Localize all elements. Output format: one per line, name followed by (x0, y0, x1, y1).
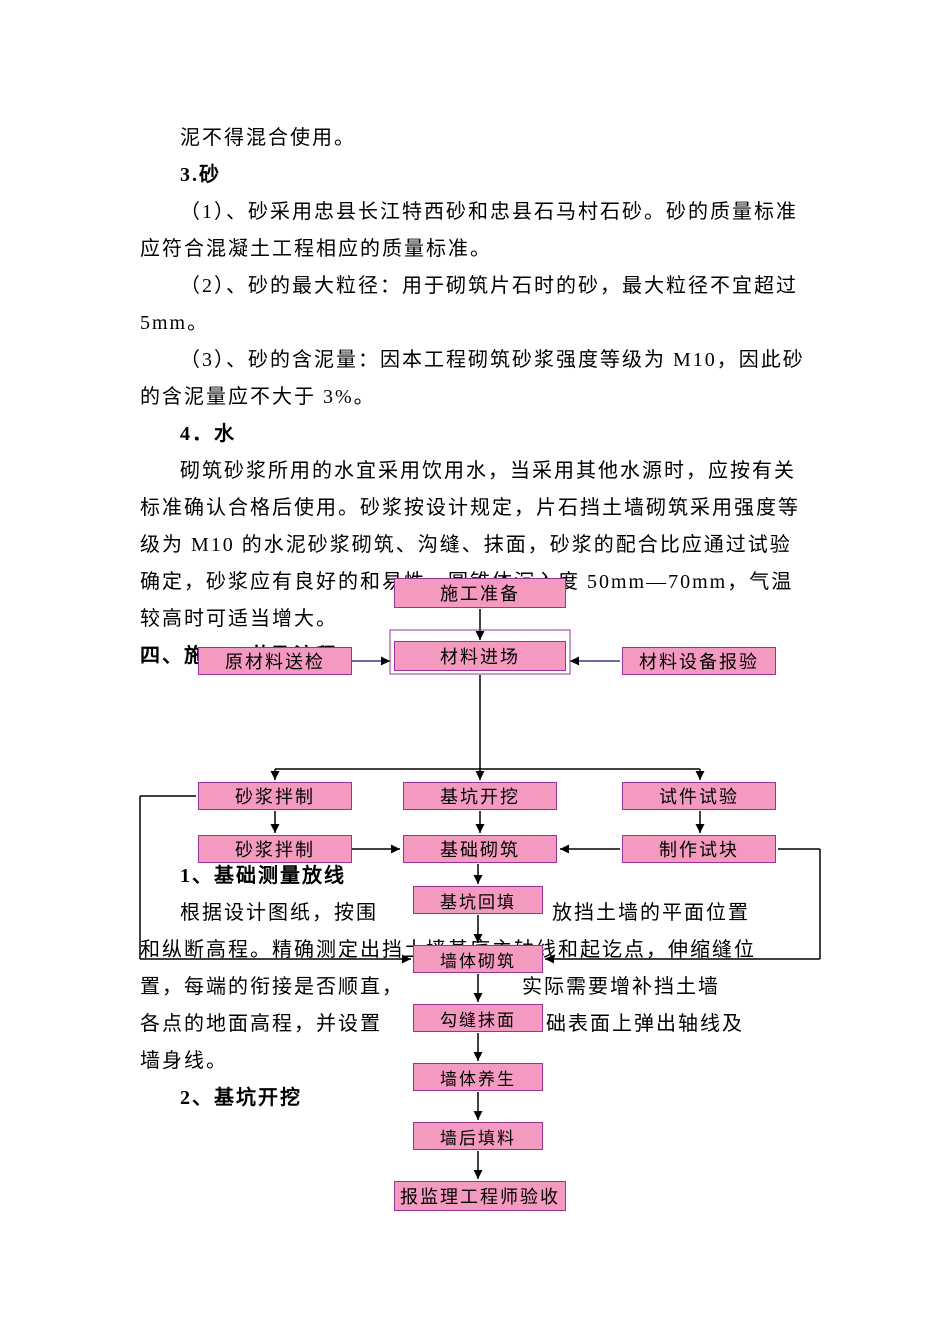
overlay-text-block: 1、基础测量放线 根据设计图纸，按围 放挡土墙的平面位置 和纵断高程。精确测定出… (140, 858, 810, 1117)
text-frag: 各点的地面高程，并设置 (140, 1013, 382, 1035)
text-frag: 置，每端的衔接是否顺直， (140, 976, 404, 998)
subheading-pit-dig: 2、基坑开挖 (140, 1080, 810, 1117)
para-measure-line1: 根据设计图纸，按围 放挡土墙的平面位置 (140, 895, 810, 932)
subheading-measure: 1、基础测量放线 (140, 858, 810, 895)
document-page: 泥不得混合使用。 3.砂 （1）、砂采用忠县长江特西砂和忠县石马村石砂。砂的质量… (0, 0, 950, 1344)
para-sand-1: （1）、砂采用忠县长江特西砂和忠县石马村石砂。砂的质量标准应符合混凝土工程相应的… (140, 194, 810, 268)
para-measure-line4: 各点的地面高程，并设置 础表面上弹出轴线及 (140, 1006, 810, 1043)
heading-sand: 3.砂 (140, 157, 810, 194)
para-sand-3: （3）、砂的含泥量：因本工程砌筑砂浆强度等级为 M10，因此砂的含泥量应不大于 … (140, 342, 810, 416)
heading-section-4: 四、施工工艺及流程 (140, 638, 810, 675)
para-water: 砌筑砂浆所用的水宜采用饮用水，当采用其他水源时，应按有关标准确认合格后使用。砂浆… (140, 453, 810, 638)
text-frag: 础表面上弹出轴线及 (546, 1013, 744, 1035)
text-frag: 根据设计图纸，按围 (180, 902, 378, 924)
para-measure-line5: 墙身线。 (140, 1043, 810, 1080)
para-sand-2: （2）、砂的最大粒径：用于砌筑片石时的砂，最大粒径不宜超过 5mm。 (140, 268, 810, 342)
para-continuation: 泥不得混合使用。 (140, 120, 810, 157)
para-measure-line2: 和纵断高程。精确测定出挡土墙基底主轴线和起讫点，伸缩缝位 (140, 932, 810, 969)
heading-water: 4．水 (140, 416, 810, 453)
text-frag: 放挡土墙的平面位置 (552, 902, 750, 924)
text-frag: 实际需要增补挡土墙 (522, 976, 720, 998)
para-measure-line3: 置，每端的衔接是否顺直， 实际需要增补挡土墙 (140, 969, 810, 1006)
